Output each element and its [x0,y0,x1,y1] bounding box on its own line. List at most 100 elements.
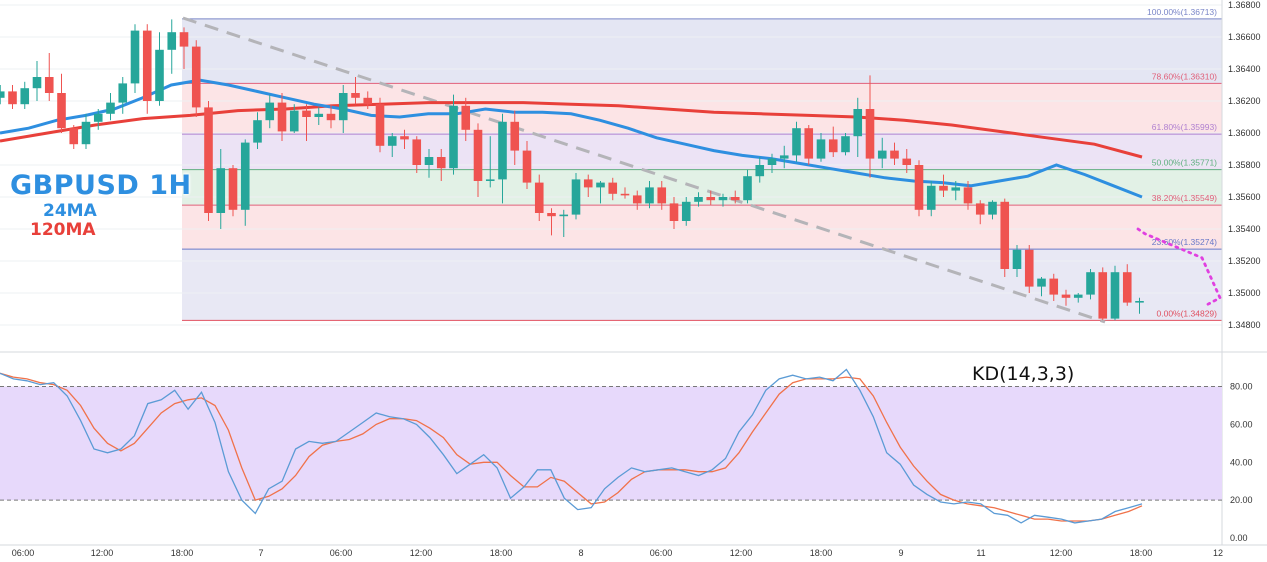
candle-body [351,93,360,98]
candle [461,97,471,141]
candle-body [387,136,397,146]
candle [1086,269,1095,300]
candle [302,104,311,141]
descending-trendline [182,16,1106,324]
candle-body [951,187,961,191]
candle-body [1086,272,1095,295]
price-tick-label: 1.36600 [1228,32,1261,42]
candle-body [314,113,324,117]
candle-body [1135,301,1144,303]
candle-body [253,120,262,143]
candle [155,32,164,106]
candle-body [939,185,948,191]
price-tick-label: 1.36000 [1228,128,1261,138]
candle-body [130,30,140,84]
fib-label: 23.60%(1.35274) [1152,237,1217,247]
kd-tick-label: 20.00 [1230,495,1253,505]
candle-body [1024,249,1034,287]
candle-body [228,168,238,210]
candle [877,137,887,169]
time-tick-label: 8 [578,548,583,558]
candle [522,141,532,189]
candle [204,101,213,221]
ma24-line [0,78,1143,199]
price-tick-label: 1.35800 [1228,160,1261,170]
candle-body [547,213,556,217]
candle-body [645,187,654,204]
candle [498,113,507,204]
candle-body [669,203,679,221]
fib-zone [182,205,1222,250]
candle [179,27,189,69]
candle-body [216,168,226,213]
kd-d-line [0,372,1143,522]
candle [1073,293,1083,303]
candle-body [1073,294,1083,298]
candle-body [706,197,716,201]
candle-body [204,107,213,213]
candle-body [755,165,765,177]
candle [632,190,642,210]
candle-body [118,83,128,103]
candle [804,125,814,165]
candle-body [338,93,348,121]
candle [314,107,324,125]
candle-body [890,150,899,159]
kd-title: KD(14,3,3) [972,363,1075,385]
candle [69,125,79,149]
candle [620,187,630,199]
candle-body [436,157,446,169]
candle-body [1122,272,1132,303]
candle [865,75,875,178]
candle-body [816,139,826,159]
candle-body [326,113,336,121]
candle-body [743,176,752,201]
chart-title: GBPUSD 1H [10,170,192,201]
fib-zones [182,18,1222,321]
candle [142,24,152,114]
kd-axis[interactable]: 0.00 20.00 40.00 60.00 80.00 [1230,382,1253,543]
candle [191,40,201,117]
time-tick-label: 9 [898,548,903,558]
candle [534,174,544,221]
candle [571,173,581,220]
candle-body [534,182,544,213]
candle-body [44,77,54,93]
candle [1000,198,1010,277]
candle-body [681,201,691,221]
candle [559,209,569,237]
candle [8,85,17,109]
candle [730,190,740,204]
candle-body [877,150,887,159]
candle-body [167,32,177,50]
candle-body [620,193,630,196]
candle-body [988,201,997,215]
candle-body [1098,272,1108,319]
candle [363,91,373,109]
candle [130,24,140,93]
candle-body [240,142,250,210]
price-axis[interactable]: 1.34800 1.35000 1.35200 1.35400 1.35600 1.358… [1221,0,1267,545]
candle [0,85,5,105]
candle-body [363,97,373,105]
time-tick-label: 06:00 [650,548,673,558]
candle [743,169,752,204]
candle [436,149,446,181]
candle [694,192,703,207]
candlesticks [0,19,1144,321]
time-axis[interactable]: 06:00 12:00 18:00 7 06:00 12:00 18:00 8 06:00 12:… [0,544,1267,558]
candle [449,94,458,175]
ma24-label: 24MA [43,201,97,221]
fib-label: 50.00%(1.35771) [1152,158,1217,168]
candle [118,77,128,114]
candle [914,160,924,217]
time-tick-label: 12:00 [91,548,114,558]
candle [841,133,850,156]
time-tick-label: 7 [258,548,263,558]
candle-body [571,179,581,215]
candle [939,174,948,197]
candle [44,53,54,101]
candle-body [8,91,17,105]
candle [755,157,765,183]
candle-body [485,179,495,181]
